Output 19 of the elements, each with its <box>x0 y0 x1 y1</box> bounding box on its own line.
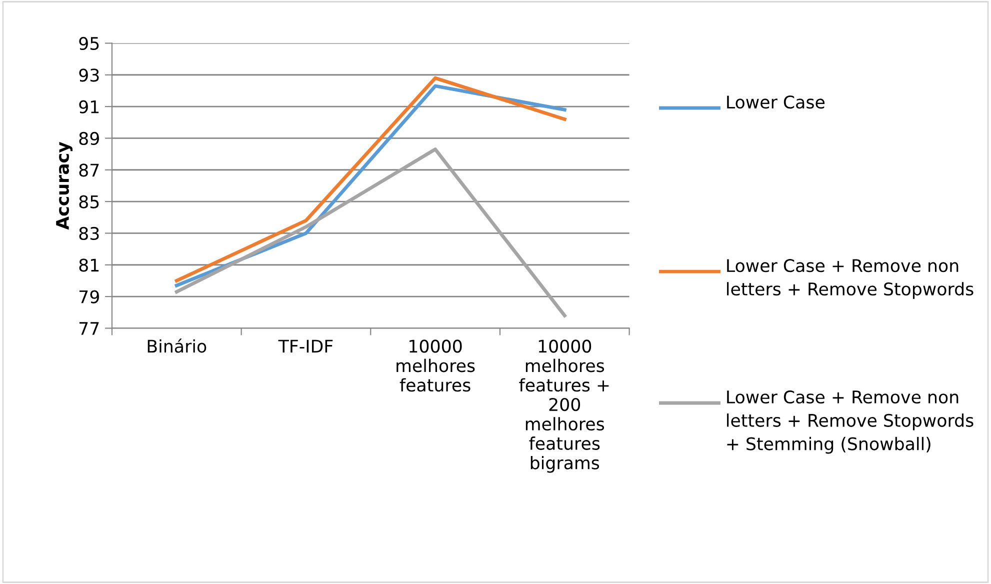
y-tick-label: 89 <box>79 132 99 146</box>
legend-label: Lower Case + Remove non letters + Remove Stopwords <box>727 259 974 299</box>
legend-label: Lower Case + Remove non letters + Remove Stopwords + Stemming (Snowball) <box>727 390 974 454</box>
line-series <box>174 148 566 318</box>
x-tick-label: 10000 melhores features <box>396 340 475 392</box>
y-axis-title: Accuracy <box>56 142 73 230</box>
x-tick-label: Binário <box>148 338 206 353</box>
y-tick-label: 87 <box>79 164 99 177</box>
y-tick-label: 91 <box>79 100 99 114</box>
x-tick-label: TF-IDF <box>278 340 333 353</box>
y-tick-label: 93 <box>79 68 99 82</box>
y-tick-label: 79 <box>80 290 99 304</box>
y-tick-label: 81 <box>79 258 99 272</box>
y-tick-label: 83 <box>79 226 99 240</box>
y-tick-label: 95 <box>79 36 99 50</box>
x-tick-label: 10000 melhores features + 200 melhores features bigrams <box>519 340 609 473</box>
legend-label: Lower Case <box>727 96 825 109</box>
y-tick-label: 85 <box>79 195 99 208</box>
y-tick-label: 77 <box>80 322 99 335</box>
